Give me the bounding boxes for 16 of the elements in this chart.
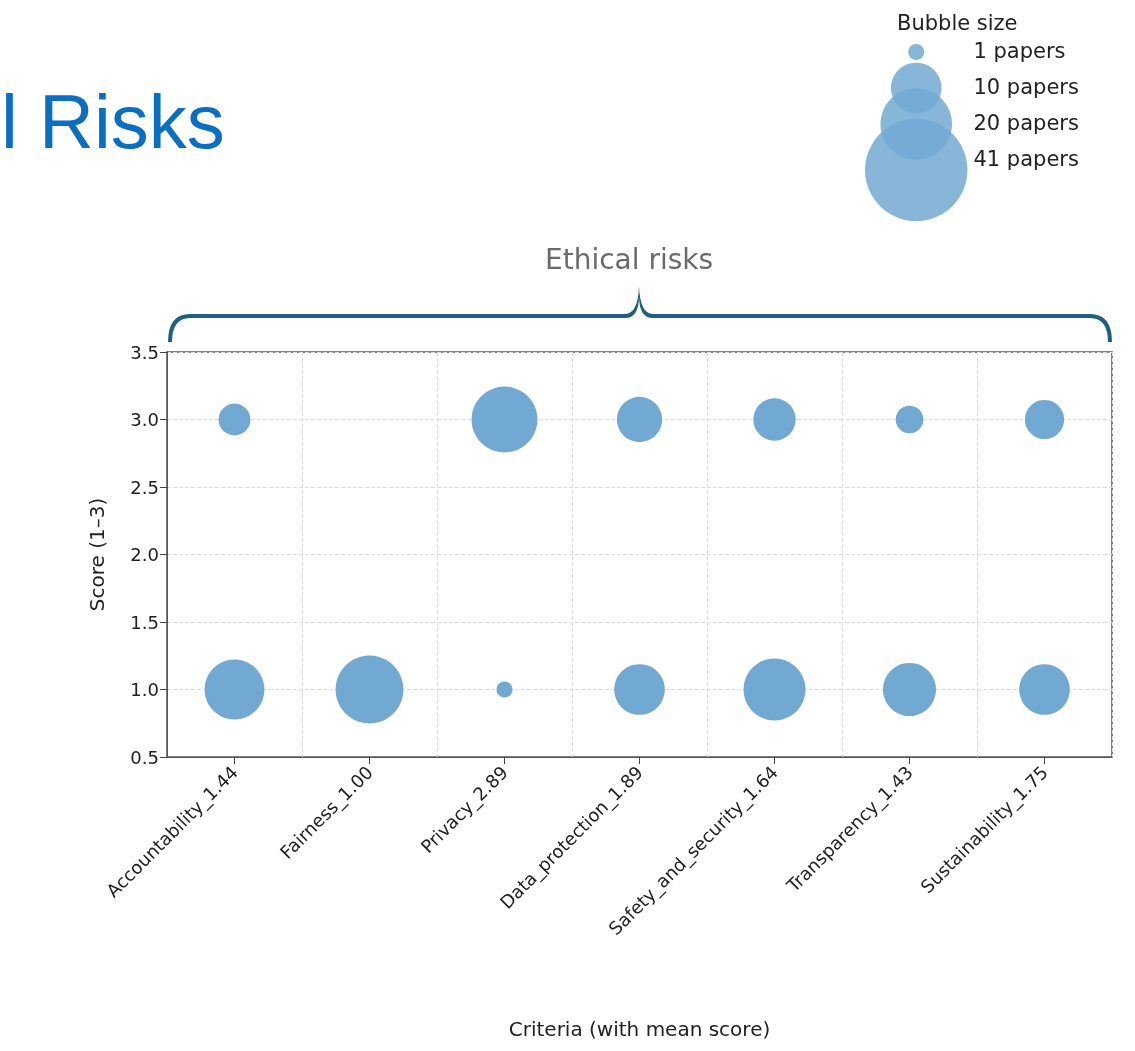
- legend-title: Bubble size: [897, 10, 1018, 35]
- y-tick-label: 3.0: [130, 409, 159, 430]
- y-tick-label: 1.0: [130, 679, 159, 700]
- y-tick-label: 2.0: [130, 544, 159, 565]
- legend-label: 1 papers: [973, 38, 1066, 63]
- y-tick-label: 2.5: [130, 476, 159, 498]
- y-tick-label: 1.5: [130, 611, 159, 633]
- y-axis-title: Score (1–3): [85, 497, 109, 612]
- legend-label: 10 papers: [973, 74, 1079, 99]
- chart-title: l Risks: [1, 78, 225, 164]
- y-tick-label: 0.5: [130, 746, 159, 768]
- y-tick-label: 3.5: [130, 341, 159, 363]
- text: Ethical risks: [545, 242, 714, 276]
- legend-label: 41 papers: [973, 146, 1079, 171]
- x-axis-title: Criteria (with mean score): [508, 1017, 771, 1041]
- legend-label: 20 papers: [973, 110, 1079, 135]
